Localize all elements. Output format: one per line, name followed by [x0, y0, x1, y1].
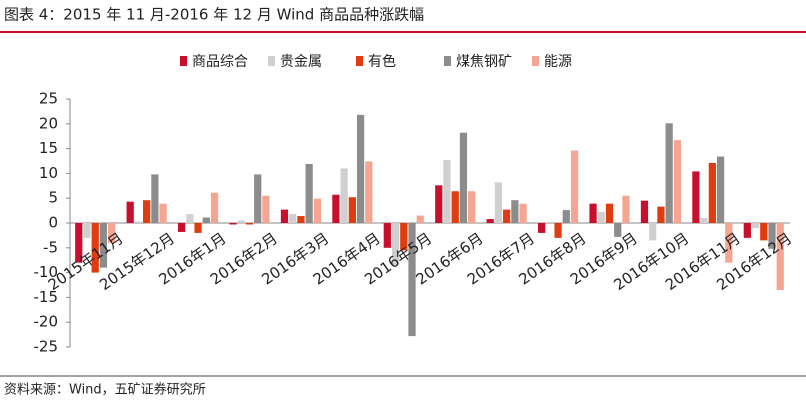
bar [262, 195, 270, 223]
bar [383, 223, 391, 248]
legend-swatch [532, 56, 539, 66]
bar [605, 203, 614, 223]
legend-swatch [268, 56, 275, 66]
bar [640, 200, 649, 223]
bar [562, 210, 570, 223]
y-tick-label: 10 [39, 164, 58, 182]
bar [254, 174, 262, 223]
bar [760, 223, 768, 241]
bar [178, 223, 186, 232]
bar [289, 214, 297, 223]
bar [468, 191, 476, 223]
bar [589, 203, 597, 223]
bar [538, 223, 546, 233]
bar [725, 223, 733, 263]
bar [700, 218, 708, 223]
bar [159, 203, 167, 223]
bar [554, 223, 562, 238]
bar [297, 216, 305, 223]
legend-swatch [356, 56, 363, 66]
bar [673, 140, 681, 223]
bar [237, 220, 245, 223]
bar [408, 223, 416, 337]
bar [340, 168, 348, 223]
legend-swatch [180, 56, 187, 66]
bar [716, 156, 725, 223]
chart-title: 图表 4：2015 年 11 月-2016 年 12 月 Wind 商品品种涨跌… [4, 6, 424, 24]
bar [313, 198, 321, 223]
bar [443, 160, 451, 223]
bar [597, 212, 605, 223]
bar [435, 185, 443, 223]
bar [280, 209, 289, 223]
bar [151, 174, 159, 223]
bar [511, 200, 519, 223]
bar [210, 192, 219, 223]
bar [503, 209, 511, 223]
bar [99, 223, 108, 268]
bar [570, 150, 579, 223]
y-tick-label: 25 [39, 90, 58, 108]
bar [692, 171, 700, 223]
bar [494, 182, 503, 223]
bar [202, 217, 210, 223]
bar [245, 223, 254, 225]
y-tick-label: -15 [34, 288, 59, 306]
y-tick-label: 20 [39, 114, 58, 132]
bar [400, 223, 408, 251]
bar [356, 114, 365, 223]
bar [614, 223, 622, 237]
bar [91, 223, 99, 273]
bar [486, 219, 494, 223]
legend-label: 煤焦钢矿 [456, 54, 512, 70]
bar [186, 214, 194, 223]
bar [622, 195, 630, 223]
bar [416, 215, 424, 223]
y-tick-label: 15 [39, 139, 58, 157]
bar [649, 223, 657, 241]
bar [657, 206, 665, 223]
legend-swatch [444, 56, 451, 66]
bar [305, 163, 313, 223]
bar [348, 197, 356, 223]
bar [126, 201, 134, 223]
bar [194, 223, 202, 233]
bar [143, 200, 151, 223]
source-note: 资料来源：Wind，五矿证券研究所 [4, 382, 206, 398]
y-tick-label: 5 [48, 189, 58, 207]
bar [546, 222, 554, 223]
bar [332, 194, 340, 223]
y-tick-label: -5 [43, 238, 58, 256]
legend-label: 能源 [544, 54, 572, 70]
y-tick-label: -25 [34, 338, 59, 356]
bar [751, 223, 760, 228]
legend-label: 商品综合 [192, 54, 248, 70]
bar [229, 223, 237, 225]
bar [134, 221, 143, 223]
y-tick-label: 0 [48, 214, 58, 232]
bar [391, 223, 400, 266]
bar [665, 123, 673, 223]
legend-label: 贵金属 [280, 54, 322, 70]
bar [75, 223, 83, 263]
bar [743, 223, 751, 238]
bar [768, 223, 776, 249]
bar [776, 223, 784, 290]
legend-label: 有色 [368, 53, 396, 70]
y-tick-label: -20 [34, 313, 59, 331]
bar [451, 191, 459, 223]
bar [83, 223, 91, 238]
bar [365, 161, 373, 223]
y-tick-label: -10 [34, 263, 59, 281]
bar [108, 223, 116, 243]
bar [519, 203, 527, 223]
bar [708, 162, 716, 223]
bar [459, 132, 468, 223]
